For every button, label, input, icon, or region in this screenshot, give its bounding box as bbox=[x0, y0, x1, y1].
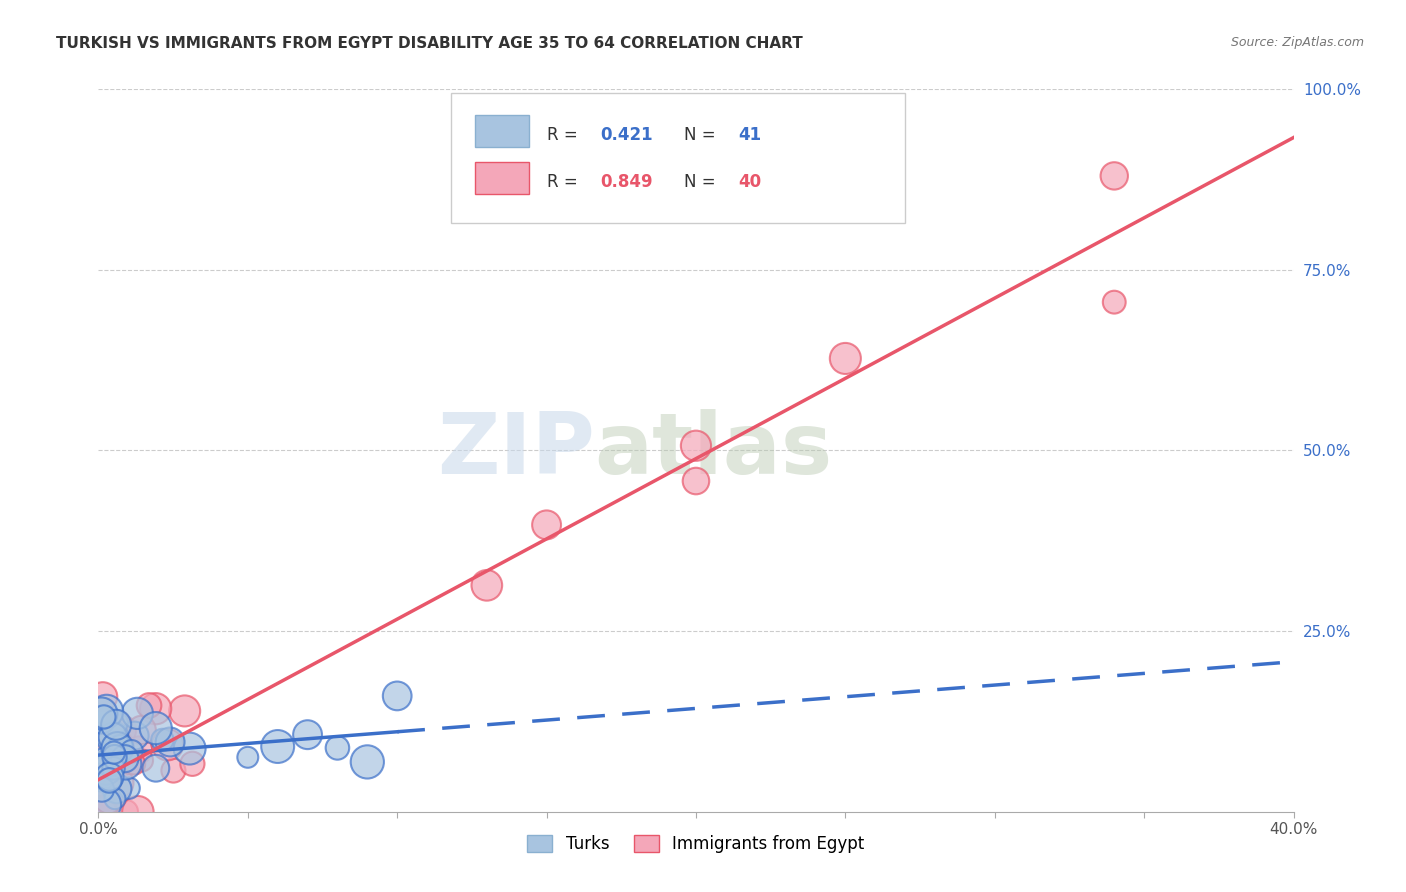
Point bbox=[103, 761, 125, 775]
Point bbox=[173, 704, 195, 718]
Point bbox=[90, 805, 112, 819]
Point bbox=[90, 713, 112, 727]
Text: 0.849: 0.849 bbox=[600, 173, 652, 192]
Point bbox=[96, 705, 118, 719]
Point bbox=[90, 805, 112, 819]
Point bbox=[685, 474, 707, 488]
Point bbox=[93, 710, 115, 724]
Point bbox=[93, 797, 115, 812]
Point bbox=[104, 715, 127, 730]
Point bbox=[834, 351, 856, 366]
Point bbox=[110, 738, 132, 752]
Point bbox=[475, 578, 498, 592]
Text: R =: R = bbox=[547, 127, 582, 145]
Point bbox=[97, 781, 120, 796]
Point bbox=[97, 792, 120, 806]
Point bbox=[91, 690, 114, 704]
Point bbox=[121, 744, 143, 758]
Point bbox=[145, 761, 167, 775]
Point bbox=[115, 805, 138, 819]
Point bbox=[131, 723, 153, 737]
Point bbox=[145, 702, 167, 716]
Point bbox=[103, 746, 125, 760]
Point bbox=[90, 736, 112, 750]
Point bbox=[114, 752, 136, 766]
Text: atlas: atlas bbox=[595, 409, 832, 492]
Point bbox=[98, 755, 121, 769]
Point bbox=[685, 439, 707, 453]
Point bbox=[110, 740, 132, 755]
Point bbox=[90, 782, 112, 797]
Point bbox=[145, 721, 167, 735]
Point bbox=[127, 805, 149, 819]
Point bbox=[152, 733, 174, 747]
Point bbox=[326, 740, 349, 755]
Point bbox=[96, 774, 118, 789]
Point bbox=[93, 761, 115, 775]
Text: N =: N = bbox=[685, 127, 721, 145]
Point bbox=[1104, 295, 1126, 310]
Point bbox=[107, 776, 129, 790]
Point bbox=[90, 773, 112, 788]
Point bbox=[297, 728, 319, 742]
Point bbox=[385, 689, 409, 703]
Point bbox=[90, 805, 112, 819]
Point bbox=[110, 723, 132, 737]
Point bbox=[100, 774, 122, 789]
Point bbox=[104, 791, 127, 805]
Text: 41: 41 bbox=[738, 127, 761, 145]
Point bbox=[107, 714, 129, 729]
Point bbox=[93, 754, 115, 768]
Text: R =: R = bbox=[547, 173, 582, 192]
Text: ZIP: ZIP bbox=[437, 409, 595, 492]
Point bbox=[536, 517, 558, 532]
Point bbox=[103, 750, 125, 764]
FancyBboxPatch shape bbox=[475, 115, 529, 147]
Point bbox=[93, 764, 115, 779]
Point bbox=[101, 730, 124, 744]
Point bbox=[98, 773, 121, 788]
FancyBboxPatch shape bbox=[475, 161, 529, 194]
Point bbox=[98, 770, 121, 784]
Point bbox=[128, 743, 150, 757]
Point bbox=[90, 753, 112, 767]
Point bbox=[118, 781, 141, 796]
Point bbox=[91, 805, 114, 819]
Point bbox=[267, 739, 290, 754]
Point bbox=[91, 805, 114, 819]
Point bbox=[105, 781, 128, 796]
Point bbox=[107, 741, 129, 756]
Point bbox=[111, 754, 134, 768]
Point bbox=[114, 756, 136, 771]
Point bbox=[236, 750, 259, 764]
FancyBboxPatch shape bbox=[451, 93, 905, 223]
Point bbox=[162, 764, 184, 778]
Point bbox=[94, 761, 117, 775]
Point bbox=[181, 756, 204, 771]
Point bbox=[98, 756, 121, 771]
Text: N =: N = bbox=[685, 173, 721, 192]
Point bbox=[124, 756, 146, 771]
Point bbox=[159, 735, 181, 749]
Text: Source: ZipAtlas.com: Source: ZipAtlas.com bbox=[1230, 36, 1364, 49]
Point bbox=[156, 738, 179, 752]
Point bbox=[179, 741, 201, 756]
Legend: Turks, Immigrants from Egypt: Turks, Immigrants from Egypt bbox=[519, 826, 873, 861]
Point bbox=[124, 729, 146, 743]
Point bbox=[356, 755, 378, 769]
Text: 0.421: 0.421 bbox=[600, 127, 652, 145]
Point bbox=[138, 698, 160, 713]
Point bbox=[1104, 169, 1126, 183]
Point bbox=[105, 718, 128, 732]
Point bbox=[90, 706, 112, 721]
Point bbox=[121, 756, 143, 770]
Point bbox=[127, 706, 149, 721]
Text: TURKISH VS IMMIGRANTS FROM EGYPT DISABILITY AGE 35 TO 64 CORRELATION CHART: TURKISH VS IMMIGRANTS FROM EGYPT DISABIL… bbox=[56, 36, 803, 51]
Point bbox=[131, 754, 153, 768]
Point bbox=[101, 730, 124, 744]
Point bbox=[98, 735, 121, 749]
Text: 40: 40 bbox=[738, 173, 761, 192]
